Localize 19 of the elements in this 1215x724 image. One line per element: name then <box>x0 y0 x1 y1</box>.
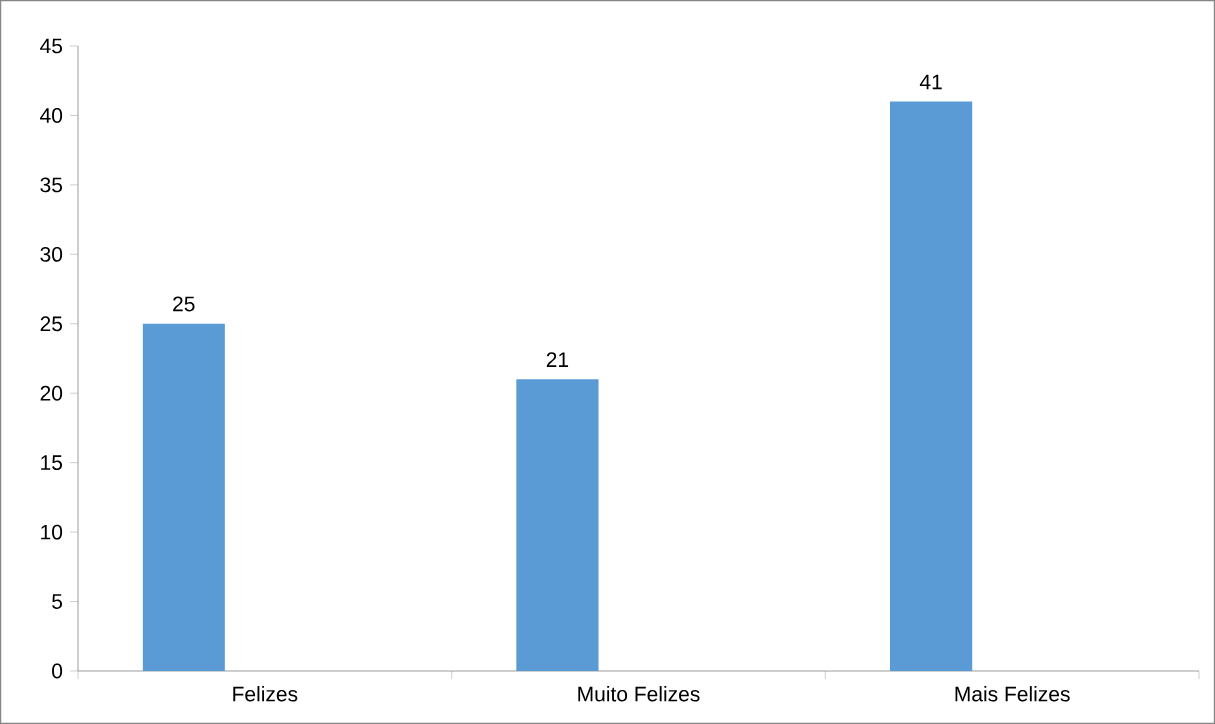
y-tick-label: 0 <box>52 663 63 679</box>
y-tick-label: 40 <box>40 108 63 123</box>
x-tick-label: Muito Felizes <box>578 686 700 702</box>
y-tick-label: 15 <box>41 455 63 471</box>
data-label: 41 <box>919 74 942 90</box>
y-tick-label: 20 <box>40 385 63 401</box>
y-tick-label: 10 <box>41 524 63 540</box>
data-label: 25 <box>173 296 195 312</box>
y-tick-label: 25 <box>40 316 63 332</box>
x-tick-label: Mais Felizes <box>955 686 1070 702</box>
bar <box>516 379 599 671</box>
y-tick-label: 30 <box>40 246 63 262</box>
bar <box>889 101 973 671</box>
y-tick-label: 35 <box>40 177 63 193</box>
x-tick-label: Felizes <box>233 686 298 702</box>
data-label: 21 <box>546 352 569 367</box>
y-tick-label: 5 <box>52 594 63 609</box>
y-tick-label: 45 <box>40 38 63 54</box>
bar <box>142 323 225 671</box>
